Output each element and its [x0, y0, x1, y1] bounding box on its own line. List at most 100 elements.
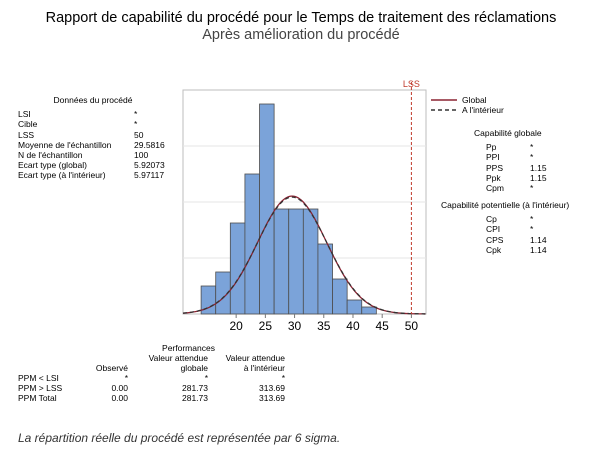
performance-cell-overall: 281.73: [182, 383, 208, 393]
report-title: Rapport de capabilité du procédé pour le…: [45, 10, 557, 26]
process-data-row: N de l'échantillon 100: [18, 150, 168, 160]
footnote: La répartition réelle du procédé est rep…: [18, 431, 341, 445]
legend-line-dashed: [431, 109, 457, 111]
process-data-value: 5.92073: [134, 160, 165, 171]
overall-capability-label: PPI: [486, 152, 500, 163]
performance-cell-within: 313.69: [259, 393, 285, 403]
potential-capability-label: Cpk: [486, 244, 502, 255]
col-overall-line2: globale: [180, 363, 208, 373]
process-data-row: Moyenne de l'échantillon 29.5816: [18, 140, 168, 150]
histogram-bar: [361, 306, 377, 315]
process-data-label: Ecart type (global): [18, 160, 87, 171]
col-within-line1: Valeur attendue: [225, 353, 285, 363]
potential-capability-label: Cp: [486, 214, 497, 225]
curve-legend: Global A l'intérieur: [431, 95, 504, 115]
histogram-bar: [273, 208, 290, 315]
histogram-bar: [346, 299, 363, 315]
potential-capability-value: *: [530, 214, 534, 225]
process-data-row: LSS 50: [18, 130, 168, 140]
col-overall-line1: Valeur attendue: [148, 353, 208, 363]
potential-capability-row: CPI *: [441, 224, 569, 234]
process-data-value: *: [134, 109, 138, 120]
performance-row: PPM < LSI * * *: [18, 373, 285, 383]
process-data-label: LSS: [18, 129, 35, 140]
overall-capability-label: Cpm: [486, 183, 504, 194]
x-tick-label: 30: [288, 319, 302, 333]
x-tick-label: 50: [405, 319, 419, 333]
overall-capability-label: Pp: [486, 142, 497, 153]
process-data-row: LSI *: [18, 109, 168, 119]
report-subtitle: Après amélioration du procédé: [202, 27, 400, 43]
legend-line-solid: [431, 99, 457, 101]
process-data-row: Ecart type (global) 5.92073: [18, 160, 168, 170]
potential-capability-row: Cp *: [441, 214, 569, 224]
process-data-value: 29.5816: [134, 139, 165, 150]
spec-limit-label: LSS: [403, 79, 420, 89]
process-data-value: 100: [134, 150, 149, 161]
legend-label-global: Global: [462, 95, 487, 105]
curve-within: [182, 196, 426, 315]
process-data-label: LSI: [18, 109, 31, 120]
process-data-label: Ecart type (à l'intérieur): [18, 170, 106, 181]
performance-cell-observed: 0.00: [111, 393, 128, 403]
overall-capability-value: *: [530, 183, 534, 194]
overall-capability-row: Ppk 1.15: [474, 173, 547, 183]
process-data-row: Ecart type (à l'intérieur) 5.97117: [18, 170, 168, 180]
overall-capability-value: *: [530, 142, 534, 153]
process-data-label: Moyenne de l'échantillon: [18, 139, 112, 150]
x-tick-label: 25: [259, 319, 273, 333]
overall-capability-value: 1.15: [530, 172, 547, 183]
overall-capability-value: 1.15: [530, 162, 547, 173]
overall-capability-panel: Capabilité globale Pp * PPI * PPS 1.15 Ppk 1.15…: [474, 128, 547, 193]
overall-capability-row: PPI *: [474, 152, 547, 162]
histogram-bar: [332, 278, 348, 315]
performance-cell-observed: *: [124, 373, 128, 383]
performance-cell-within: *: [281, 373, 285, 383]
performance-row: PPM Total 0.00 281.73 313.69: [18, 393, 285, 403]
performance-cell-label: PPM Total: [18, 393, 57, 403]
histogram-bar: [317, 243, 333, 315]
performance-table: Performances Valeur attendue Valeur atte…: [18, 343, 285, 403]
x-tick-label: 20: [229, 319, 243, 333]
process-data-value: 50: [134, 129, 144, 140]
performance-cell-within: 313.69: [259, 383, 285, 393]
potential-capability-panel: Capabilité potentielle (à l'intérieur) C…: [441, 200, 569, 255]
process-data-label: Cible: [18, 119, 38, 130]
potential-capability-header: Capabilité potentielle (à l'intérieur): [441, 200, 570, 210]
overall-capability-row: Cpm *: [474, 183, 547, 193]
potential-capability-value: 1.14: [530, 234, 547, 245]
process-data-row: Cible *: [18, 119, 168, 129]
potential-capability-label: CPI: [486, 224, 501, 235]
performance-row: PPM > LSS 0.00 281.73 313.69: [18, 383, 285, 393]
potential-capability-value: 1.14: [530, 244, 547, 255]
x-tick-label: 40: [346, 319, 360, 333]
performance-title: Performances: [162, 343, 215, 353]
potential-capability-row: Cpk 1.14: [441, 245, 569, 255]
process-data-value: *: [134, 119, 138, 130]
overall-capability-row: PPS 1.15: [474, 163, 547, 173]
overall-capability-value: *: [530, 152, 534, 163]
overall-capability-label: Ppk: [486, 172, 501, 183]
legend-label-within: A l'intérieur: [462, 105, 504, 115]
overall-capability-row: Pp *: [474, 142, 547, 152]
potential-capability-row: CPS 1.14: [441, 235, 569, 245]
process-data-value: 5.97117: [134, 170, 165, 181]
histogram-bar: [288, 208, 304, 315]
legend-item-global: Global: [431, 95, 504, 105]
performance-cell-label: PPM < LSI: [18, 373, 59, 383]
legend-item-within: A l'intérieur: [431, 105, 504, 115]
histogram-bar: [229, 222, 246, 315]
overall-capability-header: Capabilité globale: [474, 128, 542, 138]
performance-cell-label: PPM > LSS: [18, 383, 63, 393]
overall-capability-label: PPS: [486, 162, 504, 173]
potential-capability-value: *: [530, 224, 534, 235]
histogram-bar: [302, 208, 319, 315]
performance-cell-overall: *: [204, 373, 208, 383]
potential-capability-label: CPS: [486, 234, 504, 245]
performance-cell-overall: 281.73: [182, 393, 208, 403]
performance-cell-observed: 0.00: [111, 383, 128, 393]
process-data-header: Données du procédé: [53, 95, 133, 105]
process-data-panel: Données du procédé LSI * Cible * LSS 50 Moyenn…: [18, 95, 168, 181]
process-data-label: N de l'échantillon: [18, 150, 83, 161]
